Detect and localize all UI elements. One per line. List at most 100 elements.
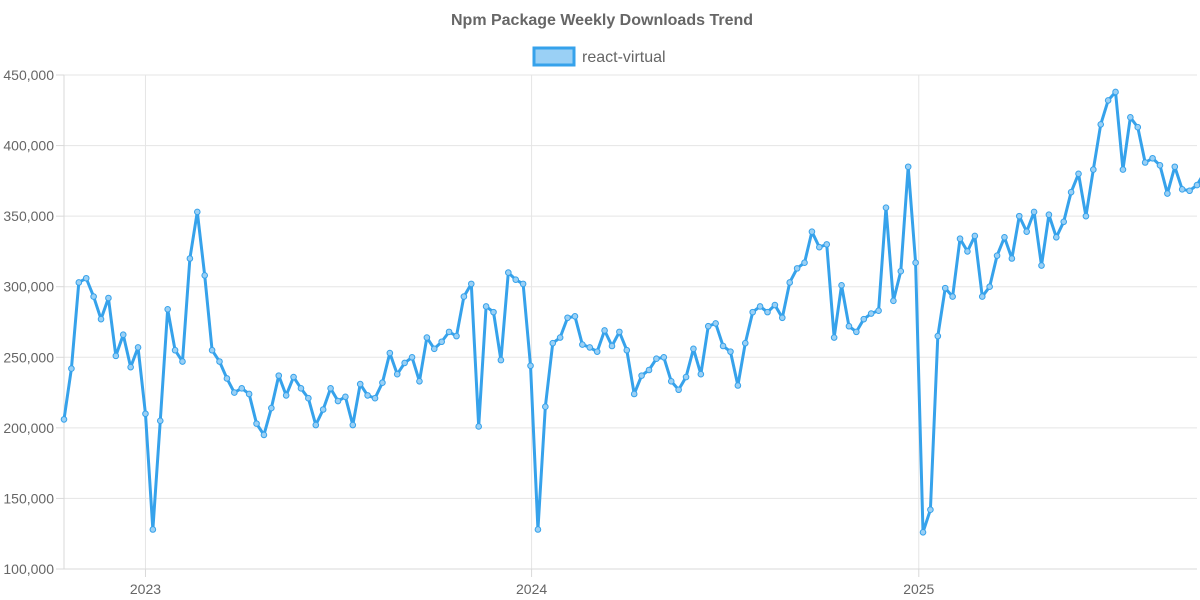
data-point-react-virtual[interactable] — [290, 373, 297, 381]
data-point-react-virtual[interactable] — [1149, 154, 1156, 162]
data-point-react-virtual[interactable] — [934, 332, 942, 340]
data-point-react-virtual[interactable] — [712, 320, 719, 327]
data-point-react-virtual[interactable] — [697, 370, 705, 378]
data-point-react-virtual[interactable] — [549, 339, 557, 347]
data-point-react-virtual[interactable] — [105, 294, 112, 302]
data-point-react-virtual[interactable] — [771, 301, 779, 309]
data-point-react-virtual[interactable] — [586, 344, 594, 351]
data-point-react-virtual[interactable] — [334, 397, 342, 405]
data-point-react-virtual[interactable] — [571, 313, 579, 320]
data-point-react-virtual[interactable] — [756, 303, 764, 310]
data-point-react-virtual[interactable] — [416, 377, 423, 385]
data-point-react-virtual[interactable] — [208, 346, 216, 354]
data-point-react-virtual[interactable] — [393, 370, 401, 378]
data-point-react-virtual[interactable] — [475, 423, 482, 430]
data-point-react-virtual[interactable] — [260, 431, 268, 439]
data-point-react-virtual[interactable] — [231, 389, 238, 396]
data-point-react-virtual[interactable] — [801, 259, 808, 267]
data-point-react-virtual[interactable] — [845, 322, 853, 330]
data-point-react-virtual[interactable] — [423, 334, 431, 341]
data-point-react-virtual[interactable] — [512, 276, 520, 283]
data-point-react-virtual[interactable] — [275, 372, 283, 379]
data-point-react-virtual[interactable] — [1186, 187, 1193, 195]
data-point-react-virtual[interactable] — [482, 303, 490, 310]
data-point-react-virtual[interactable] — [564, 314, 571, 322]
data-point-react-virtual[interactable] — [823, 241, 831, 248]
data-point-react-virtual[interactable] — [838, 282, 845, 289]
data-point-react-virtual[interactable] — [268, 404, 275, 412]
data-point-react-virtual[interactable] — [764, 308, 771, 316]
data-point-react-virtual[interactable] — [971, 232, 979, 240]
data-point-react-virtual[interactable] — [860, 315, 868, 323]
data-point-react-virtual[interactable] — [653, 355, 660, 363]
data-point-react-virtual[interactable] — [1164, 190, 1171, 197]
data-point-react-virtual[interactable] — [164, 306, 171, 313]
data-point-react-virtual[interactable] — [171, 346, 179, 354]
data-point-react-virtual[interactable] — [690, 345, 697, 353]
data-point-react-virtual[interactable] — [912, 259, 919, 267]
data-point-react-virtual[interactable] — [149, 526, 157, 533]
data-point-react-virtual[interactable] — [82, 274, 90, 282]
data-point-react-virtual[interactable] — [897, 267, 905, 275]
data-point-react-virtual[interactable] — [941, 284, 949, 292]
data-point-react-virtual[interactable] — [682, 373, 690, 381]
data-point-react-virtual[interactable] — [882, 204, 890, 211]
data-point-react-virtual[interactable] — [97, 315, 105, 323]
data-point-react-virtual[interactable] — [875, 307, 882, 315]
data-point-react-virtual[interactable] — [312, 421, 320, 429]
data-point-react-virtual[interactable] — [734, 382, 742, 389]
data-point-react-virtual[interactable] — [438, 338, 445, 346]
data-point-react-virtual[interactable] — [497, 356, 505, 364]
data-point-react-virtual[interactable] — [1178, 186, 1186, 193]
data-point-react-virtual[interactable] — [667, 377, 675, 385]
data-point-react-virtual[interactable] — [1171, 163, 1179, 171]
data-point-react-virtual[interactable] — [460, 293, 468, 300]
data-point-react-virtual[interactable] — [193, 208, 201, 216]
data-point-react-virtual[interactable] — [490, 308, 497, 316]
data-point-react-virtual[interactable] — [727, 348, 734, 355]
data-point-react-virtual[interactable] — [1015, 212, 1023, 220]
data-point-react-virtual[interactable] — [645, 366, 653, 374]
data-point-react-virtual[interactable] — [904, 163, 912, 171]
data-point-react-virtual[interactable] — [1193, 181, 1200, 189]
data-point-react-virtual[interactable] — [342, 393, 349, 401]
data-point-react-virtual[interactable] — [816, 243, 823, 251]
data-point-react-virtual[interactable] — [949, 293, 956, 300]
data-point-react-virtual[interactable] — [956, 235, 964, 243]
data-point-react-virtual[interactable] — [119, 331, 127, 339]
data-point-react-virtual[interactable] — [786, 279, 794, 286]
legend-swatch-react-virtual[interactable] — [532, 46, 576, 67]
data-point-react-virtual[interactable] — [201, 272, 208, 279]
data-point-react-virtual[interactable] — [1090, 166, 1097, 173]
data-point-react-virtual[interactable] — [741, 339, 749, 347]
data-point-react-virtual[interactable] — [186, 255, 194, 262]
data-point-react-virtual[interactable] — [1001, 234, 1008, 241]
data-point-react-virtual[interactable] — [156, 417, 164, 425]
data-point-react-virtual[interactable] — [1038, 262, 1045, 269]
data-point-react-virtual[interactable] — [467, 280, 475, 288]
data-point-react-virtual[interactable] — [519, 280, 527, 288]
data-point-react-virtual[interactable] — [1045, 211, 1053, 219]
data-point-react-virtual[interactable] — [216, 358, 223, 365]
data-point-react-virtual[interactable] — [223, 375, 231, 382]
data-point-react-virtual[interactable] — [430, 345, 438, 353]
data-point-react-virtual[interactable] — [1141, 159, 1149, 166]
data-point-react-virtual[interactable] — [1127, 114, 1134, 121]
legend-label-react-virtual[interactable]: react-virtual — [582, 49, 666, 66]
data-point-react-virtual[interactable] — [1060, 218, 1068, 226]
data-point-react-virtual[interactable] — [282, 392, 290, 399]
data-point-react-virtual[interactable] — [601, 327, 608, 334]
data-point-react-virtual[interactable] — [1097, 121, 1105, 128]
data-point-react-virtual[interactable] — [1030, 208, 1038, 216]
data-point-react-virtual[interactable] — [1023, 228, 1030, 235]
data-point-react-virtual[interactable] — [779, 314, 786, 322]
data-point-react-virtual[interactable] — [505, 269, 512, 276]
data-point-react-virtual[interactable] — [830, 334, 838, 341]
data-point-react-virtual[interactable] — [319, 406, 327, 413]
data-point-react-virtual[interactable] — [675, 386, 682, 394]
data-point-react-virtual[interactable] — [75, 279, 83, 286]
data-point-react-virtual[interactable] — [142, 410, 149, 418]
data-point-react-virtual[interactable] — [616, 328, 623, 336]
data-point-react-virtual[interactable] — [749, 308, 756, 316]
data-point-react-virtual[interactable] — [364, 392, 371, 399]
